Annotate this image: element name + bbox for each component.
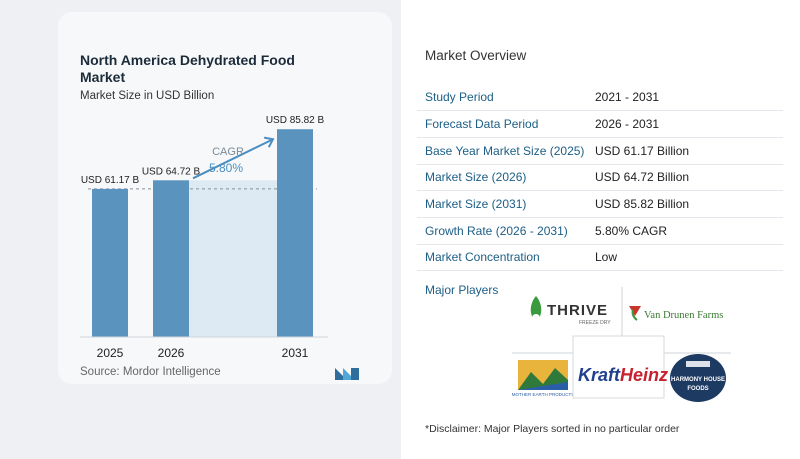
disclaimer: *Disclaimer: Major Players sorted in no … <box>425 423 680 435</box>
overview-table: Study Period 2021 - 2031 Forecast Data Per… <box>417 84 783 272</box>
cagr-arrow-head <box>263 136 275 148</box>
mother-earth-logo-text: MOTHER EARTH PRODUCTS <box>512 392 574 397</box>
x-tick-2031: 2031 <box>282 346 309 360</box>
van-drunen-logo-text: Van Drunen Farms <box>644 310 723 321</box>
cagr-arrow <box>192 136 275 180</box>
bar-2025 <box>92 188 128 337</box>
overview-row-value: 2021 - 2031 <box>595 84 783 112</box>
x-tick-2026: 2026 <box>158 346 185 360</box>
overview-row-label: Study Period <box>417 84 595 112</box>
cagr-label: CAGR <box>212 146 244 158</box>
van-drunen-leaf-icon <box>629 306 641 316</box>
overview-row-label: Market Size (2031) <box>417 190 595 218</box>
overview-row-value: Low <box>595 244 783 272</box>
source-note: Source: Mordor Intelligence <box>80 366 221 378</box>
overview-panel: Market Overview Study Period 2021 - 2031 F… <box>401 0 800 459</box>
player-logos: THRIVE FREEZE DRY Van Drunen Farms MOTHE… <box>512 287 731 402</box>
harmony-house-logo-text-1: HARMONY HOUSE <box>671 377 725 383</box>
chart-subtitle: Market Size in USD Billion <box>80 90 215 102</box>
overview-row-value: 2026 - 2031 <box>595 110 783 138</box>
overview-row: Base Year Market Size (2025) USD 61.17 Bi… <box>417 137 783 165</box>
cagr-value: 5.80% <box>209 161 243 175</box>
mordor-logo-icon <box>335 368 359 380</box>
kraft-logo-text: Kraft <box>578 365 621 385</box>
overview-row-label: Growth Rate (2026 - 2031) <box>417 217 595 245</box>
data-label-2031: USD 85.82 B <box>266 115 325 126</box>
overview-row: Growth Rate (2026 - 2031) 5.80% CAGR <box>417 217 783 245</box>
harmony-house-logo: HARMONY HOUSE FOODS <box>670 354 726 402</box>
harmony-house-logo-text-2: FOODS <box>687 386 708 392</box>
overview-row: Market Size (2031) USD 85.82 Billion <box>417 190 783 218</box>
overview-row: Study Period 2021 - 2031 <box>417 84 783 112</box>
chart-card: North America Dehydrated Food Market Mar… <box>58 12 392 384</box>
x-tick-2025: 2025 <box>97 346 124 360</box>
thrive-logo: THRIVE FREEZE DRY <box>530 296 611 326</box>
overview-row-value: 5.80% CAGR <box>595 217 783 245</box>
data-label-2026: USD 64.72 B <box>142 166 201 177</box>
data-label-2025: USD 61.17 B <box>81 175 140 186</box>
overview-row: Market Concentration Low <box>417 244 783 272</box>
thrive-logo-subtext: FREEZE DRY <box>579 320 611 326</box>
major-players-label: Major Players <box>425 283 499 297</box>
mother-earth-logo: MOTHER EARTH PRODUCTS <box>512 360 574 397</box>
overview-row-label: Forecast Data Period <box>417 110 595 138</box>
bar-chart: USD 61.17 B 2025 USD 64.72 B 2026 USD 85.82 … <box>80 115 328 360</box>
chart-title: North America Dehydrated Food Market <box>80 52 295 85</box>
thrive-logo-text: THRIVE <box>547 302 608 319</box>
overview-row-value: USD 61.17 Billion <box>595 137 783 165</box>
overview-row-label: Market Concentration <box>417 244 595 272</box>
kraft-heinz-logo: Kraft Heinz <box>572 335 668 399</box>
overview-row: Market Size (2026) USD 64.72 Billion <box>417 164 783 192</box>
overview-row: Forecast Data Period 2026 - 2031 <box>417 110 783 138</box>
heinz-logo-text: Heinz <box>620 365 668 385</box>
overview-row-value: USD 85.82 Billion <box>595 190 783 218</box>
overview-row-value: USD 64.72 Billion <box>595 164 783 192</box>
cagr-band <box>189 180 277 337</box>
overview-title: Market Overview <box>425 48 527 63</box>
overview-row-label: Market Size (2026) <box>417 164 595 192</box>
cagr-arrow-line <box>192 138 274 180</box>
bar-2031 <box>277 129 313 337</box>
van-drunen-logo: Van Drunen Farms <box>629 306 723 321</box>
bar-2026 <box>153 180 189 337</box>
overview-row-label: Base Year Market Size (2025) <box>417 137 595 165</box>
